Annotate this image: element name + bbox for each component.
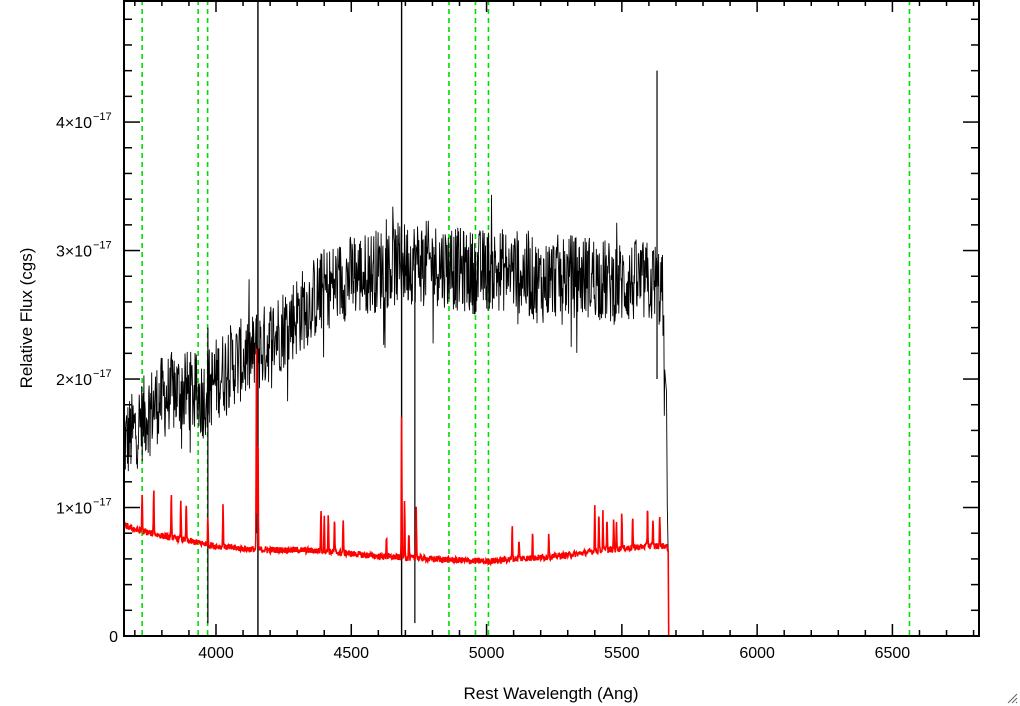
y-tick-exponent: −17: [93, 111, 112, 123]
model-spectrum-line: [123, 348, 979, 637]
x-tick-label: 6500: [875, 645, 911, 662]
y-tick-exponent: −17: [93, 368, 112, 380]
y-tick-exponent: −17: [93, 240, 112, 252]
observed-spectrum-line: [123, 194, 669, 566]
x-axis-label: Rest Wavelength (Ang): [463, 684, 638, 703]
y-tick-label: 4×10: [56, 115, 92, 132]
y-axis-label: Relative Flux (cgs): [17, 248, 36, 389]
y-tick-label: 2×10: [56, 372, 92, 389]
x-tick-label: 5500: [604, 645, 640, 662]
x-tick-labels: 4000 4500 5000 5500 6000 6500: [198, 645, 910, 662]
y-tick-exponent: −17: [93, 497, 112, 509]
plot-area: [123, 0, 979, 637]
y-tick-label: 0: [109, 629, 118, 646]
y-tick-labels: 01×10 −172×10 −173×10 −174×10 −17: [56, 111, 118, 646]
x-tick-label: 6000: [739, 645, 775, 662]
x-tick-label: 4000: [198, 645, 234, 662]
resize-grip-icon[interactable]: [1006, 692, 1018, 704]
plot-frame: [123, 0, 980, 637]
y-tick-label: 3×10: [56, 244, 92, 261]
axes: [123, 0, 980, 637]
x-tick-label: 5000: [469, 645, 505, 662]
x-tick-label: 4500: [333, 645, 369, 662]
y-tick-label: 1×10: [56, 501, 92, 518]
